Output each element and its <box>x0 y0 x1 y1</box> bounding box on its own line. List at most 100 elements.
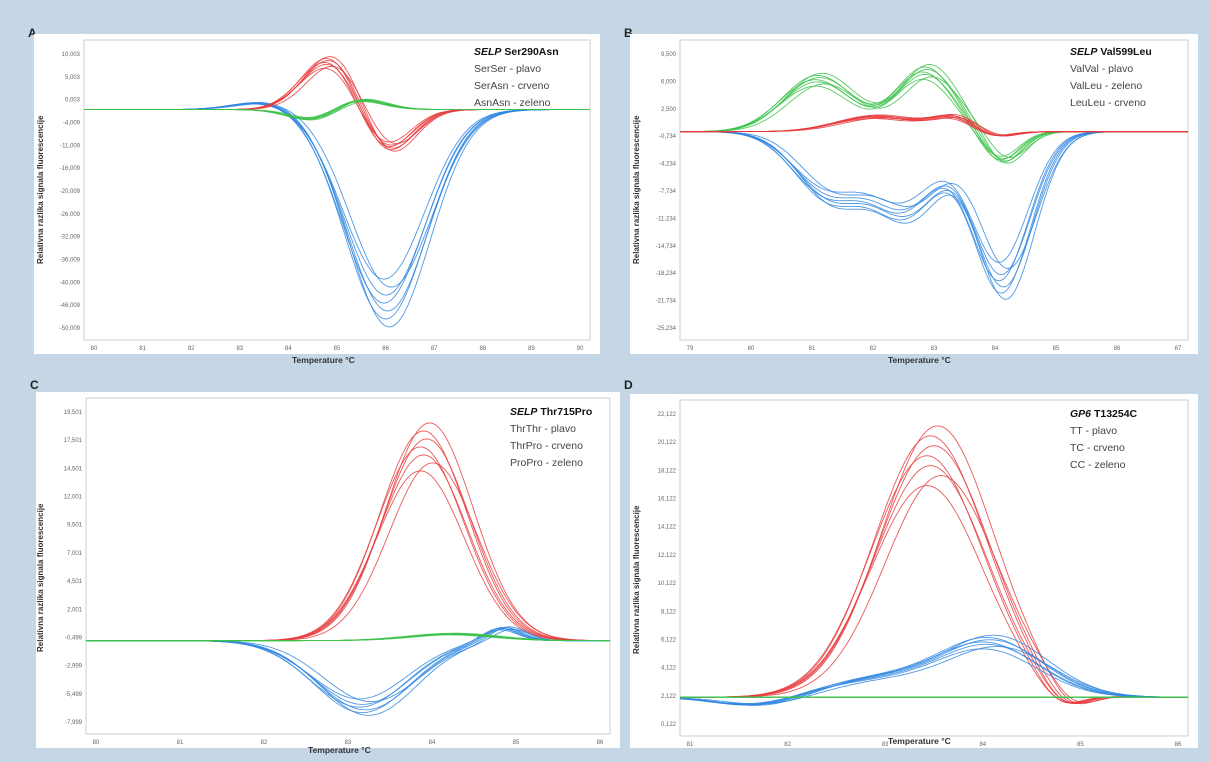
x-axis-label-c: Temperature °C <box>308 745 371 755</box>
y-tick-label: 2,122 <box>661 694 677 700</box>
y-tick-label: -20,009 <box>60 189 81 195</box>
series-line <box>680 475 1188 703</box>
x-tick-label: 81 <box>177 740 184 746</box>
x-tick-label: 82 <box>784 742 791 748</box>
x-axis-label-d: Temperature °C <box>888 736 951 746</box>
y-tick-label: 6,000 <box>661 79 677 85</box>
chart-panel-d: 81 82 83 84 85 86 22,122 20,122 18,122 16,122 14,1… <box>630 394 1198 748</box>
series-line <box>680 131 1188 288</box>
y-tick-label: -18,234 <box>656 271 677 277</box>
series-line <box>679 637 1188 706</box>
y-tick-label: -4,009 <box>63 121 81 127</box>
y-tick-label: -4,234 <box>659 162 677 168</box>
legend-entry: ValVal - plavo <box>1070 63 1134 75</box>
y-tick-label: -7,999 <box>65 720 83 726</box>
y-tick-label: -16,009 <box>60 166 81 172</box>
series-line <box>680 131 1188 294</box>
panel-label-a: A <box>28 26 37 40</box>
series-line <box>680 465 1188 704</box>
x-tick-label: 87 <box>431 346 438 352</box>
y-tick-label: -50,009 <box>60 326 81 332</box>
y-tick-label: -32,009 <box>60 235 81 241</box>
legend-entry: TT - plavo <box>1070 425 1118 437</box>
legend-b: SELP Val599Leu ValVal - plavo ValLeu - z… <box>1070 44 1152 112</box>
legend-title-c: SELP Thr715Pro <box>510 406 593 418</box>
y-tick-label: -14,734 <box>656 244 677 250</box>
y-tick-label: 7,001 <box>67 551 83 557</box>
legend-a: SELP Ser290Asn SerSer - plavo SerAsn - c… <box>474 44 559 112</box>
y-tick-label: 2,001 <box>67 607 83 613</box>
legend-entry: ThrPro - crveno <box>510 440 583 452</box>
x-tick-label: 81 <box>687 742 694 748</box>
x-tick-label: 89 <box>528 346 535 352</box>
series-line <box>680 445 1188 704</box>
y-axis-label-a: Relativna razlika signala fluorescencije <box>36 115 45 264</box>
y-tick-label: -26,009 <box>60 212 81 218</box>
series-line <box>84 103 590 280</box>
series-line <box>679 641 1188 705</box>
x-tick-label: 80 <box>748 346 755 352</box>
y-tick-label: 18,122 <box>658 468 677 474</box>
y-tick-label: 2,500 <box>661 107 677 113</box>
legend-entry: ThrThr - plavo <box>510 423 576 435</box>
x-tick-label: 79 <box>687 346 694 352</box>
y-tick-label: 4,501 <box>67 579 83 585</box>
y-tick-label: 10,122 <box>658 581 677 587</box>
y-tick-label: -0,499 <box>65 635 83 641</box>
x-tick-label: 85 <box>1053 346 1060 352</box>
series-line <box>680 485 1188 703</box>
y-tick-label: 19,501 <box>64 410 83 416</box>
panel-label-b: B <box>624 26 633 40</box>
legend-entry: CC - zeleno <box>1070 459 1126 471</box>
legend-entry: ProPro - zeleno <box>510 457 583 469</box>
y-axis-label-c: Relativna razlika signala fluorescencije <box>36 503 45 652</box>
x-tick-label: 86 <box>1175 742 1182 748</box>
series-line <box>84 103 590 296</box>
x-tick-label: 87 <box>1175 346 1182 352</box>
plot-frame <box>679 399 1189 737</box>
panel-label-d: D <box>624 378 633 392</box>
y-axis-label-b: Relativna razlika signala fluorescencije <box>632 115 641 264</box>
x-tick-label: 85 <box>1077 742 1084 748</box>
y-tick-label: 12,001 <box>64 495 83 501</box>
legend-title-a: SELP Ser290Asn <box>474 46 559 58</box>
y-tick-label: 16,122 <box>658 497 677 503</box>
y-tick-label: 17,501 <box>64 438 83 444</box>
chart-panel-c: 80 81 82 83 84 85 86 19,501 17,501 14,501 12,001 9,… <box>36 392 620 755</box>
series-group <box>680 131 1188 300</box>
legend-entry: LeuLeu - crveno <box>1070 97 1146 109</box>
y-tick-label: 10,003 <box>62 52 81 58</box>
chart-panel-a: 80 81 82 83 84 85 86 87 88 89 90 10,003 5,003 0,003 -4… <box>34 34 600 365</box>
x-tick-label: 83 <box>931 346 938 352</box>
series-line <box>86 633 610 642</box>
x-tick-label: 82 <box>870 346 877 352</box>
x-tick-label: 84 <box>285 346 292 352</box>
y-tick-label: -5,499 <box>65 692 83 698</box>
legend-d: GP6 T13254C TT - plavo TC - crveno CC - … <box>1070 406 1137 474</box>
legend-title-b: SELP Val599Leu <box>1070 46 1152 58</box>
y-tick-label: 9,501 <box>67 523 83 529</box>
x-tick-label: 80 <box>93 740 100 746</box>
x-tick-label: 83 <box>345 740 352 746</box>
plot-frame <box>85 397 611 735</box>
series-line <box>680 131 1188 282</box>
plot-frame <box>83 39 591 341</box>
y-tick-label: -0,734 <box>659 134 677 140</box>
y-tick-label: -2,999 <box>65 664 83 670</box>
legend-title-d: GP6 T13254C <box>1070 408 1138 420</box>
legend-entry: AsnAsn - zeleno <box>474 97 551 109</box>
series-line <box>84 99 590 120</box>
x-axis-label-a: Temperature °C <box>292 355 355 365</box>
x-tick-label: 84 <box>992 346 999 352</box>
x-tick-label: 86 <box>1114 346 1121 352</box>
series-line <box>86 446 611 642</box>
series-group <box>679 634 1188 706</box>
x-tick-label: 82 <box>188 346 195 352</box>
x-tick-label: 83 <box>236 346 243 352</box>
y-tick-label: 8,122 <box>661 609 677 615</box>
x-tick-label: 81 <box>139 346 146 352</box>
series-line <box>84 102 590 320</box>
y-tick-label: 14,122 <box>658 525 677 531</box>
x-tick-label: 86 <box>382 346 389 352</box>
series-group <box>84 98 590 121</box>
